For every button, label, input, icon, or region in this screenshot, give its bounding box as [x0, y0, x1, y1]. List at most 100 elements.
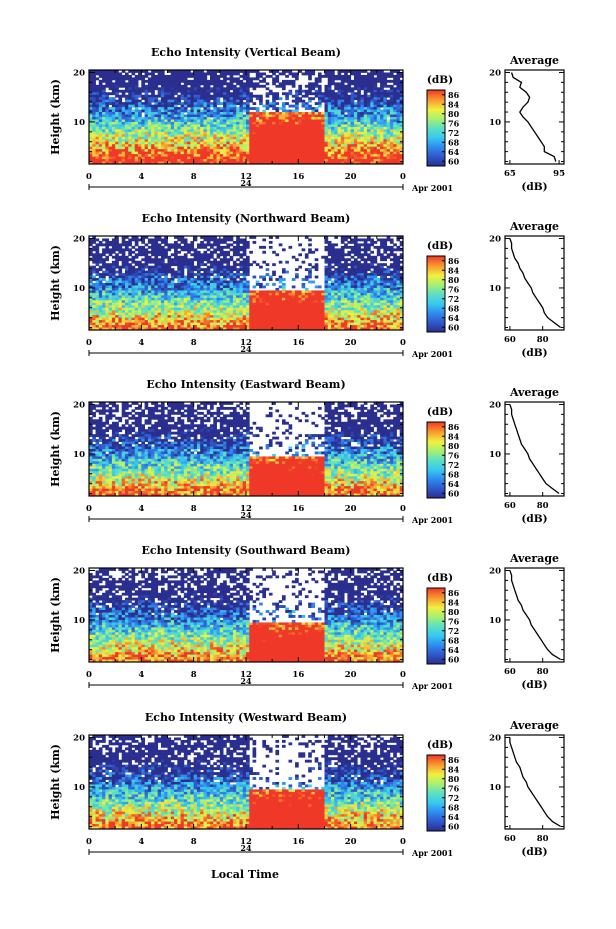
- heatmap-cell: [92, 260, 96, 264]
- heatmap-cell: [337, 114, 342, 118]
- heatmap-cell: [177, 292, 181, 296]
- heatmap-cell: [383, 74, 388, 78]
- heatmap-cell: [295, 121, 299, 125]
- heatmap-cell: [105, 287, 110, 291]
- heatmap-cell: [295, 77, 299, 81]
- heatmap-cell: [144, 305, 149, 309]
- heatmap-cell: [183, 307, 188, 311]
- heatmap-cell: [324, 87, 329, 91]
- heatmap-cell: [399, 117, 404, 120]
- heatmap-cell: [92, 107, 96, 110]
- heatmap-cell: [370, 94, 374, 98]
- heatmap-cell: [180, 84, 185, 88]
- heatmap-cell: [376, 112, 381, 115]
- heatmap-cell: [170, 74, 175, 78]
- heatmap-cell: [399, 94, 404, 98]
- heatmap-cell: [157, 117, 162, 120]
- heatmap-cell: [164, 295, 168, 299]
- heatmap-cell: [399, 134, 404, 138]
- heatmap-cell: [331, 159, 335, 162]
- heatmap-cell: [249, 144, 253, 148]
- heatmap-cell: [232, 275, 237, 279]
- heatmap-cell: [216, 260, 221, 264]
- heatmap-cell: [102, 258, 106, 262]
- heatmap-cell: [121, 102, 126, 106]
- heatmap-cell: [331, 82, 335, 86]
- heatmap-cell: [128, 322, 132, 326]
- heatmap-cell: [373, 72, 378, 76]
- heatmap-cell: [111, 240, 116, 244]
- heatmap-cell: [154, 320, 159, 323]
- heatmap-cell: [170, 161, 175, 165]
- heatmap-cell: [399, 154, 404, 157]
- heatmap-cell: [285, 92, 289, 96]
- heatmap-cell: [229, 109, 234, 113]
- heatmap-cell: [200, 139, 204, 143]
- heatmap-cell: [229, 126, 234, 130]
- heatmap-cell: [239, 89, 244, 93]
- heatmap-cell: [236, 290, 240, 294]
- heatmap-cell: [206, 292, 211, 296]
- heatmap-cell: [196, 312, 201, 316]
- heatmap-cell: [170, 89, 175, 93]
- heatmap-cell: [160, 104, 165, 108]
- heatmap-cell: [249, 114, 253, 118]
- heatmap-cell: [160, 327, 165, 331]
- heatmap-cell: [367, 84, 371, 88]
- heatmap-cell: [124, 245, 129, 249]
- heatmap-cell: [167, 139, 172, 143]
- heatmap-cell: [160, 273, 165, 276]
- heatmap-cell: [193, 312, 198, 316]
- heatmap-cell: [344, 154, 348, 157]
- heatmap-cell: [363, 117, 368, 120]
- heatmap-cell: [213, 87, 217, 91]
- heatmap-cell: [337, 134, 342, 138]
- heatmap-cell: [393, 129, 397, 133]
- heatmap-cell: [151, 126, 155, 130]
- heatmap-cell: [370, 102, 374, 106]
- heatmap-cell: [249, 141, 253, 145]
- heatmap-cell: [144, 253, 149, 257]
- heatmap-cell: [210, 146, 214, 150]
- heatmap-cell: [128, 280, 132, 284]
- heatmap-cell: [203, 124, 208, 128]
- heatmap-cell: [393, 141, 397, 145]
- heatmap-cell: [350, 82, 355, 86]
- heatmap-cell: [255, 109, 260, 113]
- heatmap-cell: [295, 117, 299, 120]
- heatmap-cell: [223, 240, 227, 244]
- heatmap-cell: [259, 131, 263, 135]
- heatmap-cell: [219, 253, 224, 257]
- heatmap-cell: [272, 134, 276, 138]
- heatmap-cell: [360, 87, 365, 91]
- heatmap-cell: [89, 275, 93, 279]
- heatmap-cell: [383, 117, 388, 120]
- heatmap-cell: [151, 283, 155, 286]
- heatmap-cell: [327, 97, 332, 101]
- heatmap-cell: [131, 260, 136, 264]
- heatmap-cell: [399, 109, 404, 113]
- heatmap-cell: [89, 240, 93, 244]
- heatmap-cell: [376, 87, 381, 91]
- heatmap-cell: [389, 146, 394, 150]
- heatmap-cell: [226, 154, 231, 157]
- heatmap-cell: [180, 325, 185, 328]
- heatmap-cell: [134, 136, 139, 140]
- heatmap-cell: [206, 320, 211, 323]
- heatmap-cell: [118, 121, 123, 125]
- heatmap-cell: [255, 82, 260, 86]
- heatmap-cell: [210, 295, 214, 299]
- heatmap-cell: [177, 129, 181, 133]
- heatmap-cell: [311, 112, 316, 115]
- heatmap-cell: [108, 102, 113, 106]
- heatmap-cell: [232, 263, 237, 267]
- heatmap-cell: [183, 253, 188, 257]
- heatmap-cell: [272, 154, 276, 157]
- heatmap-cell: [92, 156, 96, 160]
- heatmap-cell: [399, 149, 404, 153]
- heatmap-cell: [111, 260, 116, 264]
- heatmap-cell: [89, 89, 93, 93]
- heatmap-cell: [167, 325, 172, 328]
- heatmap-cell: [380, 84, 384, 88]
- heatmap-cell: [183, 287, 188, 291]
